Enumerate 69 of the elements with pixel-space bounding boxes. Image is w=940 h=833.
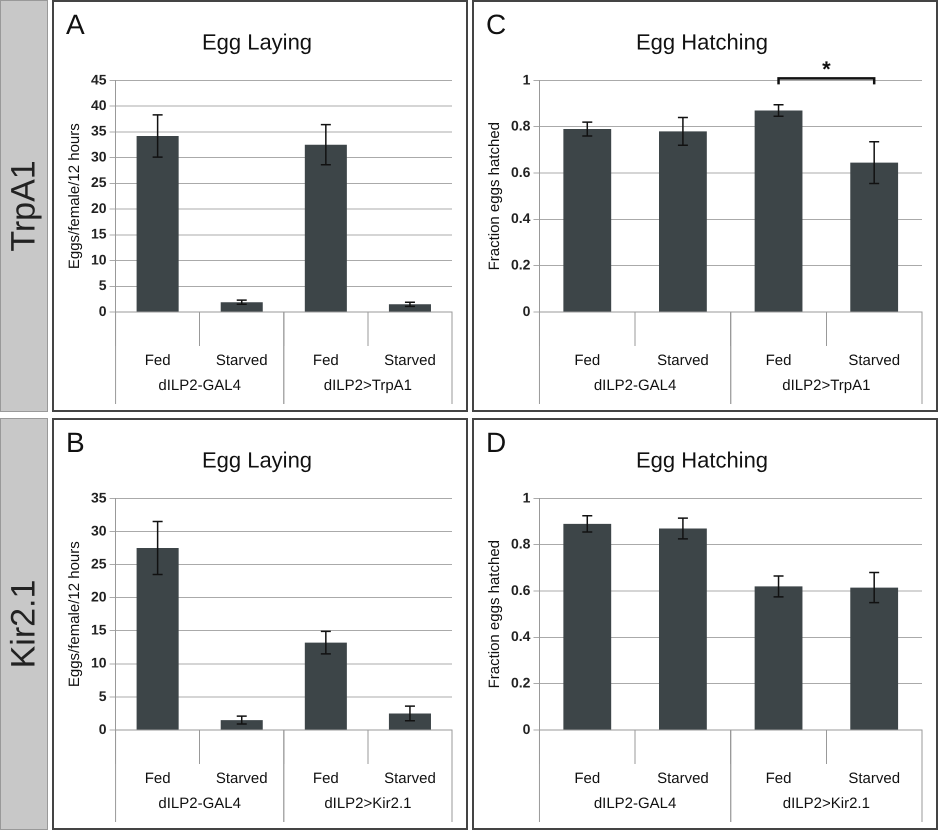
y-tick-label: 25 <box>90 555 107 572</box>
x-tick-label: Starved <box>657 770 709 788</box>
y-axis-title: Fraction eggs hatched <box>486 540 504 688</box>
text: A <box>66 9 85 40</box>
x-tick-label: Fed <box>144 770 171 788</box>
x-tick-label: Fed <box>574 770 600 788</box>
y-tick-label: 0.4 <box>510 210 531 226</box>
y-tick-label: 15 <box>90 622 107 638</box>
chart-title: Egg Hatching <box>636 447 768 472</box>
text: dILP2>Kir2.1 <box>324 795 412 812</box>
y-axis-title: Eggs/female/12 hours <box>66 541 84 688</box>
x-tick-label: Starved <box>216 770 268 788</box>
y-tick-label: 40 <box>90 96 107 113</box>
y-tick-label: 15 <box>90 226 107 242</box>
y-tick-label: 1 <box>522 489 531 506</box>
text: dILP2-GAL4 <box>594 795 676 812</box>
y-tick-label: 10 <box>90 654 107 671</box>
text: B <box>66 427 85 458</box>
x-tick-label: Starved <box>384 352 436 370</box>
x-tick-label: Fed <box>574 352 600 370</box>
text: dILP2>Kir2.1 <box>782 795 870 812</box>
text: Kir2.1 <box>4 580 44 668</box>
y-tick-label: 20 <box>90 200 107 216</box>
y-tick-label: 0.4 <box>510 628 531 644</box>
y-tick-label: 0.2 <box>510 674 531 691</box>
chart-title: Egg Laying <box>202 447 312 472</box>
chart-title: Egg Hatching <box>636 29 768 54</box>
text: dILP2>TrpA1 <box>324 377 412 394</box>
y-tick-label: 0 <box>522 720 531 737</box>
y-tick-label: 30 <box>90 148 107 164</box>
y-tick-label: 0 <box>522 302 531 319</box>
text: C <box>486 9 506 40</box>
y-tick-label: 30 <box>90 522 107 538</box>
x-tick-label: Fed <box>766 352 792 370</box>
y-tick-label: 5 <box>98 688 107 704</box>
text: dILP2-GAL4 <box>594 377 676 394</box>
text: dILP2-GAL4 <box>158 795 241 812</box>
y-tick-label: 0 <box>98 302 107 319</box>
text: TrpA1 <box>4 160 44 252</box>
x-tick-label: Starved <box>384 770 436 788</box>
y-tick-label: 25 <box>90 174 107 190</box>
x-tick-label: Fed <box>766 770 792 788</box>
y-tick-label: 0.6 <box>510 582 531 598</box>
y-tick-label: 1 <box>522 71 531 88</box>
text: D <box>486 427 506 458</box>
y-tick-label: 0.8 <box>510 536 531 552</box>
y-tick-label: 0.2 <box>510 256 531 273</box>
x-tick-label: Fed <box>312 352 339 370</box>
y-tick-label: 45 <box>90 71 107 88</box>
x-tick-label: Starved <box>216 352 268 370</box>
x-tick-label: Starved <box>848 770 900 788</box>
annotation: * <box>822 56 832 82</box>
y-tick-label: 35 <box>90 122 107 139</box>
text: dILP2-GAL4 <box>158 377 241 394</box>
y-tick-label: 0 <box>98 720 107 737</box>
chart-title: Egg Laying <box>202 29 312 54</box>
x-tick-label: Starved <box>657 352 709 370</box>
y-tick-label: 0.8 <box>510 118 531 134</box>
y-axis-title: Eggs/female/12 hours <box>66 123 84 270</box>
y-tick-label: 10 <box>90 251 107 268</box>
y-tick-label: 5 <box>98 277 107 294</box>
y-axis-title: Fraction eggs hatched <box>486 122 504 270</box>
y-tick-label: 20 <box>90 588 107 605</box>
text: dILP2>TrpA1 <box>782 377 870 394</box>
y-tick-label: 35 <box>90 489 107 506</box>
x-tick-label: Starved <box>848 352 900 370</box>
x-tick-label: Fed <box>144 352 171 370</box>
x-tick-label: Fed <box>312 770 339 788</box>
y-tick-label: 0.6 <box>510 164 531 180</box>
